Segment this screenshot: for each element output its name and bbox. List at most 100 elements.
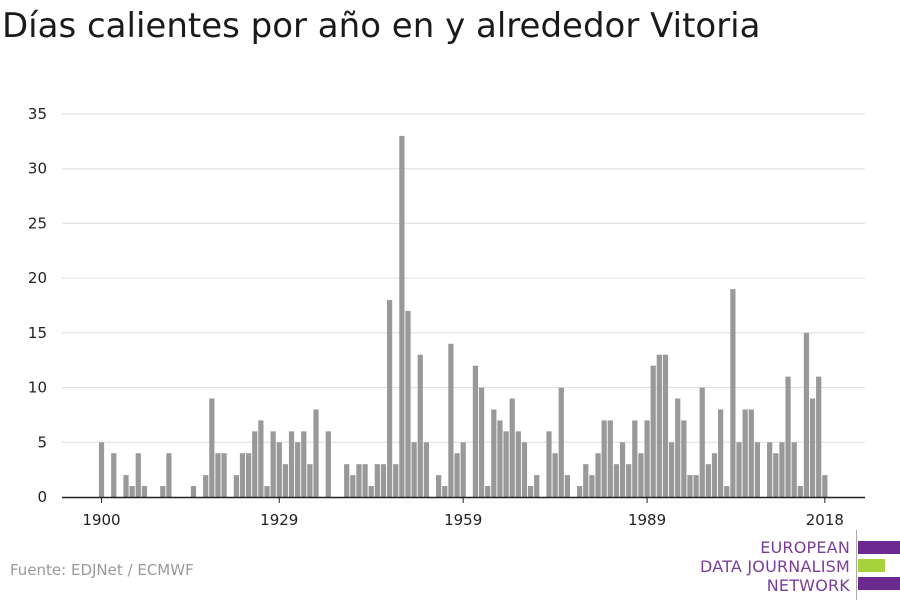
bar-1990: [650, 365, 656, 497]
bar-1932: [295, 442, 301, 497]
bar-2006: [748, 409, 754, 497]
bar-1928: [270, 431, 276, 497]
bar-2012: [785, 376, 791, 497]
bar-1949: [399, 135, 405, 497]
bar-2003: [730, 289, 736, 497]
bar-1993: [668, 442, 675, 497]
bar-1975: [558, 387, 564, 497]
y-tick-label: 10: [28, 379, 47, 397]
bar-1930: [282, 464, 289, 497]
bar-1958: [454, 453, 460, 497]
bar-1991: [656, 354, 662, 497]
bar-2011: [779, 442, 785, 497]
bar-1924: [246, 453, 252, 497]
gridlines: [62, 113, 865, 443]
bar-2013: [791, 442, 797, 497]
bar-1998: [699, 387, 705, 497]
edjnet-logo: EUROPEAN DATA JOURNALISM NETWORK: [700, 530, 900, 600]
bar-1944: [368, 486, 374, 497]
y-tick-label: 25: [28, 214, 47, 232]
y-tick-label: 15: [28, 324, 47, 342]
bar-2015: [803, 332, 810, 497]
bar-1967: [509, 398, 515, 497]
y-tick-label: 20: [28, 269, 47, 287]
bar-1946: [380, 464, 387, 497]
bar-2017: [816, 376, 822, 497]
bar-1987: [632, 420, 638, 497]
bar-1978: [577, 486, 583, 497]
y-tick-label: 0: [37, 488, 47, 506]
bar-1902: [111, 453, 117, 497]
bar-1979: [583, 464, 589, 497]
bar-1940: [344, 464, 350, 497]
bars: [98, 135, 828, 497]
logo-bar-purple-top: [858, 541, 900, 554]
bar-1948: [393, 464, 399, 497]
bar-1988: [638, 453, 644, 497]
bar-1982: [601, 420, 607, 497]
logo-line-1: EUROPEAN: [760, 538, 850, 557]
logo-divider: [856, 530, 857, 600]
bar-1947: [386, 300, 393, 497]
bar-1907: [141, 486, 148, 497]
x-tick-label: 1959: [444, 511, 482, 529]
bar-1951: [411, 442, 417, 497]
bar-1945: [374, 464, 380, 497]
bar-1953: [423, 442, 430, 497]
bar-1950: [405, 310, 411, 497]
bar-1925: [252, 431, 258, 497]
bar-1968: [515, 431, 521, 497]
bar-1996: [687, 475, 693, 497]
bar-1942: [356, 464, 362, 497]
y-tick-label: 30: [28, 160, 47, 178]
logo-line-3: NETWORK: [766, 576, 850, 595]
bar-1911: [166, 453, 172, 497]
bar-2016: [809, 398, 816, 497]
bar-1969: [521, 442, 528, 497]
bar-1962: [478, 387, 485, 497]
bar-1999: [705, 464, 711, 497]
y-tick-label: 35: [28, 105, 47, 123]
bar-1971: [534, 475, 540, 497]
x-tick-label: 1989: [628, 511, 666, 529]
bar-1929: [276, 442, 282, 497]
x-axis: 1900 1929 1959 1989 2018: [62, 496, 865, 529]
x-tick-label: 2018: [806, 511, 844, 529]
bar-1937: [325, 431, 331, 497]
bar-1917: [203, 475, 209, 497]
bar-2004: [736, 442, 742, 497]
bar-1955: [436, 475, 442, 497]
bar-1904: [123, 475, 129, 497]
bar-1933: [301, 431, 307, 497]
bar-1985: [619, 442, 626, 497]
bar-1976: [564, 475, 570, 497]
bar-2000: [711, 453, 718, 497]
bar-1923: [239, 453, 246, 497]
y-axis-ticks: 0 5 10 15 20 25 30 35: [28, 105, 47, 506]
bar-2001: [718, 409, 724, 497]
bar-1905: [129, 486, 135, 497]
bar-1997: [693, 475, 699, 497]
bar-1984: [613, 464, 620, 497]
bar-1963: [485, 486, 491, 497]
y-tick-label: 5: [37, 433, 47, 451]
bar-1900: [98, 442, 105, 497]
bar-2014: [797, 486, 803, 497]
bar-1986: [626, 464, 632, 497]
bar-1961: [472, 365, 479, 497]
bar-1934: [307, 464, 313, 497]
bar-1918: [209, 398, 215, 497]
bar-2009: [767, 442, 773, 497]
bar-2018: [822, 475, 828, 497]
logo-bar-purple-bottom: [858, 577, 900, 590]
bar-2002: [724, 486, 730, 497]
bar-1906: [135, 453, 141, 497]
bar-1915: [190, 486, 197, 497]
bar-1970: [527, 486, 534, 497]
source-note: Fuente: EDJNet / ECMWF: [10, 561, 194, 579]
bar-1919: [215, 453, 221, 497]
bar-1989: [644, 420, 650, 497]
x-tick-label: 1929: [260, 511, 298, 529]
bar-1956: [442, 486, 448, 497]
